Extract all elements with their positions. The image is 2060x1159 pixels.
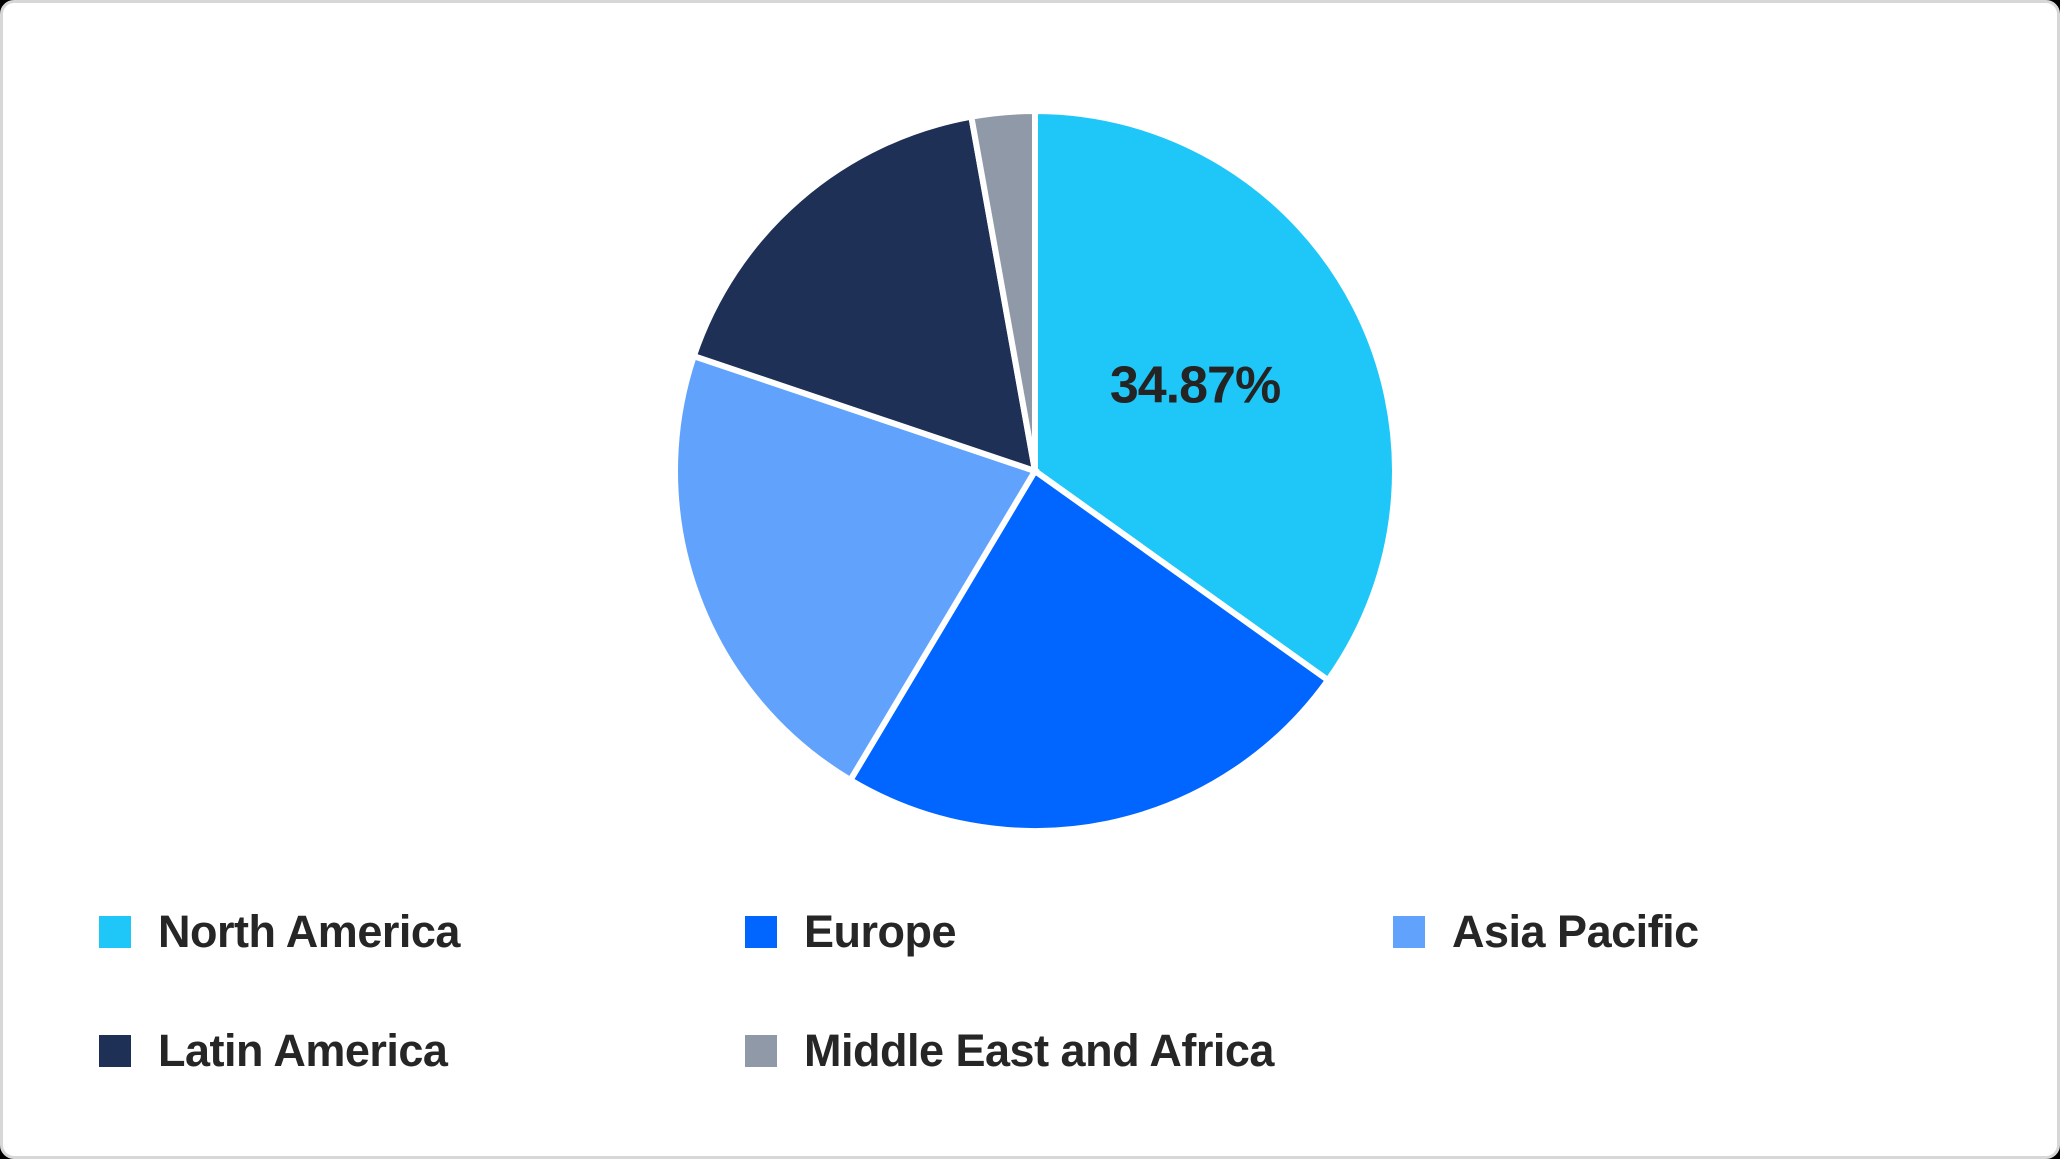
legend-label-latin-america: Latin America — [158, 1025, 448, 1076]
pie-slice-north-america — [1032, 107, 1398, 685]
legend-label-asia-pacific: Asia Pacific — [1452, 906, 1699, 957]
legend-item-latin-america: Latin America — [99, 1025, 448, 1076]
legend-swatch-middle-east-and-africa — [745, 1035, 777, 1067]
pie-slice-middle-east-and-africa — [967, 107, 1038, 472]
legend-item-asia-pacific: Asia Pacific — [1393, 906, 1699, 957]
legend-swatch-latin-america — [99, 1035, 131, 1067]
legend-swatch-north-america — [99, 916, 131, 948]
legend-label-north-america: North America — [158, 906, 460, 957]
pie-data-label-north-america: 34.87% — [1110, 356, 1280, 414]
pie-chart: 34.87% — [672, 107, 1398, 834]
legend-label-europe: Europe — [804, 906, 957, 957]
legend-swatch-asia-pacific — [1393, 916, 1425, 948]
legend-item-europe: Europe — [745, 906, 957, 957]
legend-item-middle-east-and-africa: Middle East and Africa — [745, 1025, 1274, 1076]
legend-item-north-america: North America — [99, 906, 460, 957]
legend-swatch-europe — [745, 916, 777, 948]
legend-label-middle-east-and-africa: Middle East and Africa — [804, 1025, 1274, 1076]
pie-slice-latin-america — [690, 113, 1039, 476]
pie-slice-europe — [846, 466, 1333, 834]
pie-slice-asia-pacific — [672, 352, 1040, 785]
